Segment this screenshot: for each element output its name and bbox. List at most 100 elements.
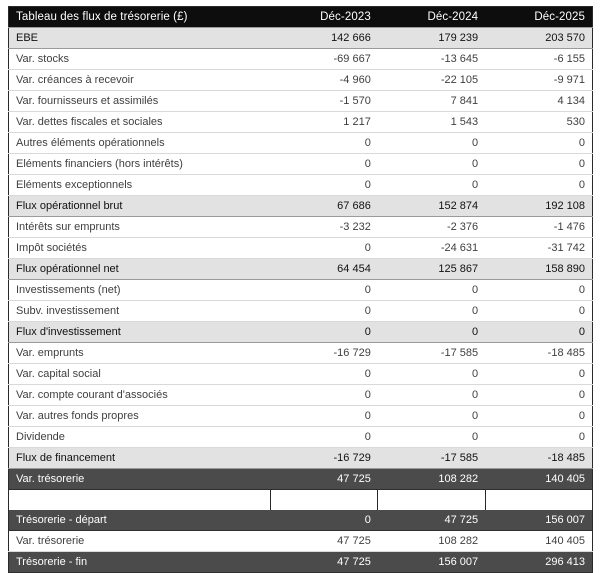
row-label: Var. fournisseurs et assimilés xyxy=(8,90,271,112)
row-label: Var. compte courant d'associés xyxy=(8,384,271,406)
row-value: -17 585 xyxy=(377,342,486,364)
row-value: 7 841 xyxy=(377,90,486,112)
row-label: Var. trésorerie xyxy=(8,530,271,552)
row-label: Investissements (net) xyxy=(8,279,271,301)
table-header-row: Tableau des flux de trésorerie (£) Déc-2… xyxy=(8,6,593,28)
table-row: Subv. investissement 0 0 0 xyxy=(8,300,593,322)
row-value: 140 405 xyxy=(485,530,593,552)
row-label: Subv. investissement xyxy=(8,300,271,322)
table-row: Dividende 0 0 0 xyxy=(8,426,593,448)
row-label: Var. emprunts xyxy=(8,342,271,364)
spacer-cell xyxy=(269,489,379,510)
row-value: 0 xyxy=(377,174,486,196)
row-label: Eléments exceptionnels xyxy=(8,174,271,196)
row-value: 1 217 xyxy=(270,111,378,133)
row-value: -16 729 xyxy=(270,447,378,469)
row-value: 47 725 xyxy=(270,551,378,573)
row-value: 179 239 xyxy=(377,27,486,49)
row-label: Var. créances à recevoir xyxy=(8,69,271,91)
table-row: Var. dettes fiscales et sociales 1 217 1 5… xyxy=(8,111,593,133)
table-row: Investissements (net) 0 0 0 xyxy=(8,279,593,301)
table-row: Flux de financement -16 729 -17 585 -18 485 xyxy=(8,447,593,469)
table-row: Eléments financiers (hors intérêts) 0 0 0 xyxy=(8,153,593,175)
row-value: 0 xyxy=(270,426,378,448)
row-value: 0 xyxy=(270,384,378,406)
row-value: -24 631 xyxy=(377,237,486,259)
row-value: 158 890 xyxy=(485,258,593,280)
row-label: Var. autres fonds propres xyxy=(8,405,271,427)
row-value: 0 xyxy=(270,132,378,154)
column-header-period-3: Déc-2025 xyxy=(485,6,593,28)
row-value: 0 xyxy=(270,174,378,196)
table-row: Trésorerie - fin 47 725 156 007 296 413 xyxy=(8,551,593,573)
row-value: 0 xyxy=(377,384,486,406)
row-value: 0 xyxy=(377,363,486,385)
row-label: Flux opérationnel brut xyxy=(8,195,271,217)
row-label: Autres éléments opérationnels xyxy=(8,132,271,154)
row-value: 47 725 xyxy=(270,530,378,552)
column-header-period-1: Déc-2023 xyxy=(270,6,378,28)
row-value: 1 543 xyxy=(377,111,486,133)
row-label: Var. dettes fiscales et sociales xyxy=(8,111,271,133)
row-value: 125 867 xyxy=(377,258,486,280)
row-label: Impôt sociétés xyxy=(8,237,271,259)
row-label: Trésorerie - départ xyxy=(8,510,271,531)
row-value: 0 xyxy=(377,426,486,448)
row-value: 0 xyxy=(270,300,378,322)
row-label: Var. capital social xyxy=(8,363,271,385)
spacer-cell xyxy=(484,489,593,510)
table-row: Var. fournisseurs et assimilés -1 570 7 84… xyxy=(8,90,593,112)
row-value: 152 874 xyxy=(377,195,486,217)
table-row: Var. trésorerie 47 725 108 282 140 405 xyxy=(8,468,593,490)
row-value: -18 485 xyxy=(485,447,593,469)
row-value: -31 742 xyxy=(485,237,593,259)
table-row: Impôt sociétés 0 -24 631 -31 742 xyxy=(8,237,593,259)
row-value: -2 376 xyxy=(377,216,486,238)
row-value: 0 xyxy=(270,405,378,427)
table-row-spacer xyxy=(8,489,593,510)
table-row: Intérêts sur emprunts -3 232 -2 376 -1 476 xyxy=(8,216,593,238)
row-value: 156 007 xyxy=(485,510,593,531)
row-value: 108 282 xyxy=(377,468,486,490)
row-value: 47 725 xyxy=(270,468,378,490)
row-value: 296 413 xyxy=(485,551,593,573)
row-label: Var. stocks xyxy=(8,48,271,70)
row-value: 192 108 xyxy=(485,195,593,217)
row-value: 0 xyxy=(270,279,378,301)
row-label: Trésorerie - fin xyxy=(8,551,271,573)
row-value: 108 282 xyxy=(377,530,486,552)
row-value: -17 585 xyxy=(377,447,486,469)
row-value: -4 960 xyxy=(270,69,378,91)
row-value: -22 105 xyxy=(377,69,486,91)
row-value: 0 xyxy=(270,363,378,385)
row-value: 4 134 xyxy=(485,90,593,112)
row-value: 0 xyxy=(377,321,486,343)
row-value: -3 232 xyxy=(270,216,378,238)
row-value: 0 xyxy=(485,363,593,385)
row-value: 0 xyxy=(485,153,593,175)
row-value: 0 xyxy=(377,405,486,427)
row-value: 0 xyxy=(485,279,593,301)
row-value: 156 007 xyxy=(377,551,486,573)
spacer-cell xyxy=(377,489,486,510)
row-value: 0 xyxy=(485,132,593,154)
table-header: Tableau des flux de trésorerie (£) Déc-2… xyxy=(8,6,593,28)
row-value: 0 xyxy=(377,300,486,322)
row-label: Var. trésorerie xyxy=(8,468,271,490)
row-value: -16 729 xyxy=(270,342,378,364)
table-row: Eléments exceptionnels 0 0 0 xyxy=(8,174,593,196)
row-value: -6 155 xyxy=(485,48,593,70)
row-value: 140 405 xyxy=(485,468,593,490)
row-label: Eléments financiers (hors intérêts) xyxy=(8,153,271,175)
row-label: Flux de financement xyxy=(8,447,271,469)
row-label: Dividende xyxy=(8,426,271,448)
row-value: 0 xyxy=(377,153,486,175)
row-label: Flux d'investissement xyxy=(8,321,271,343)
table-row: EBE 142 666 179 239 203 570 xyxy=(8,27,593,49)
row-value: 0 xyxy=(485,321,593,343)
cash-flow-statement-table: Tableau des flux de trésorerie (£) Déc-2… xyxy=(8,6,593,573)
row-value: 0 xyxy=(270,153,378,175)
row-value: 0 xyxy=(270,237,378,259)
table-row: Flux opérationnel net 64 454 125 867 158 89… xyxy=(8,258,593,280)
table-title: Tableau des flux de trésorerie (£) xyxy=(8,6,271,28)
